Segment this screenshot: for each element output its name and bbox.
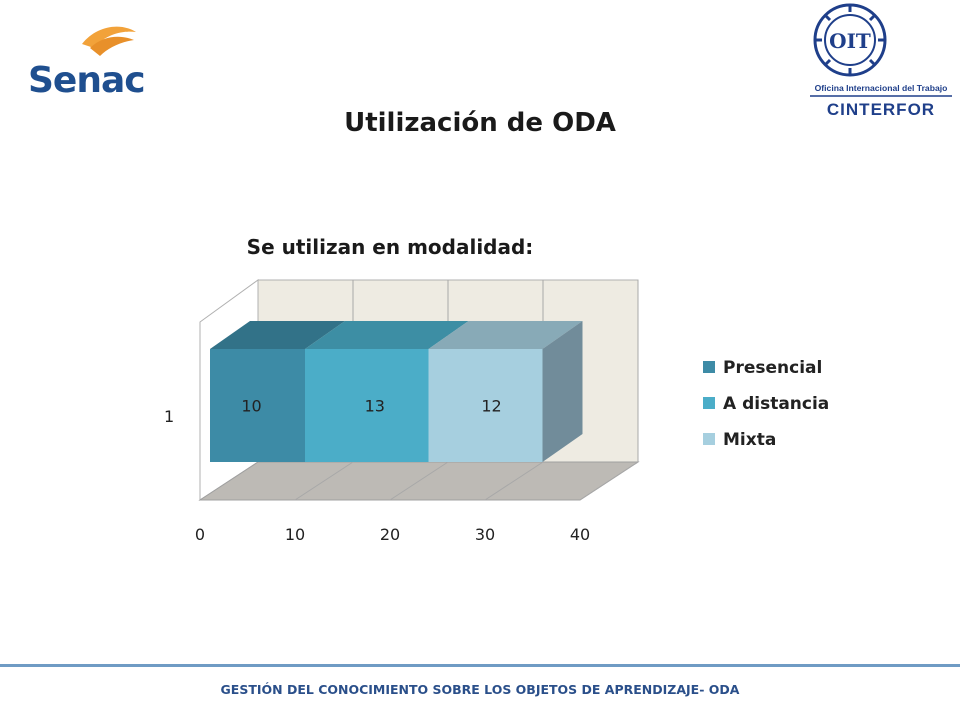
bar-top-2 — [428, 321, 583, 349]
x-tick-label: 20 — [380, 525, 400, 544]
x-tick-label: 30 — [475, 525, 495, 544]
floor-gridline — [294, 461, 354, 501]
bar-segment-1 — [305, 349, 429, 462]
oit-cinterfor-logo: OIT Oficina Internacional del Trabajo CI… — [806, 2, 956, 127]
slide-title: Utilización de ODA — [344, 108, 616, 138]
bar-segment-2 — [428, 349, 543, 462]
legend: Presencial A distancia Mixta — [703, 358, 829, 450]
legend-label-2: Mixta — [723, 430, 776, 450]
data-label-0: 10 — [241, 397, 261, 416]
footer-text: GESTIÓN DEL CONOCIMIENTO SOBRE LOS OBJET… — [220, 682, 740, 697]
oit-line1: Oficina Internacional del Trabajo — [815, 83, 948, 93]
bar-top-0 — [210, 321, 345, 349]
oit-line2: CINTERFOR — [827, 100, 935, 119]
seal-text: OIT — [829, 29, 871, 53]
x-tick-label: 10 — [285, 525, 305, 544]
floor-gridline — [579, 461, 639, 501]
senac-logo: Senac — [28, 26, 146, 101]
legend-swatch-2 — [703, 433, 715, 445]
data-label-2: 12 — [481, 397, 501, 416]
x-tick-label: 40 — [570, 525, 590, 544]
legend-swatch-1 — [703, 397, 715, 409]
legend-label-0: Presencial — [723, 358, 822, 378]
bar-top-1 — [305, 321, 469, 349]
legend-swatch-0 — [703, 361, 715, 373]
plot-area: 0 10 20 30 40 1 10 13 12 — [164, 279, 640, 544]
svg-text:Senac: Senac — [28, 60, 145, 101]
bar-side-face — [542, 321, 583, 462]
y-tick-label: 1 — [164, 407, 174, 426]
bar-segment-0 — [210, 349, 305, 462]
floor-gridline — [484, 461, 544, 501]
data-label-1: 13 — [365, 397, 385, 416]
legend-label-1: A distancia — [723, 394, 829, 414]
bar-chart: Se utilizan en modalidad: 0 10 20 30 40 1 10 13… — [164, 235, 829, 544]
chart-title: Se utilizan en modalidad: — [247, 235, 534, 259]
floor-gridline — [389, 461, 449, 501]
x-tick-label: 0 — [195, 525, 205, 544]
footer-divider — [0, 664, 960, 667]
